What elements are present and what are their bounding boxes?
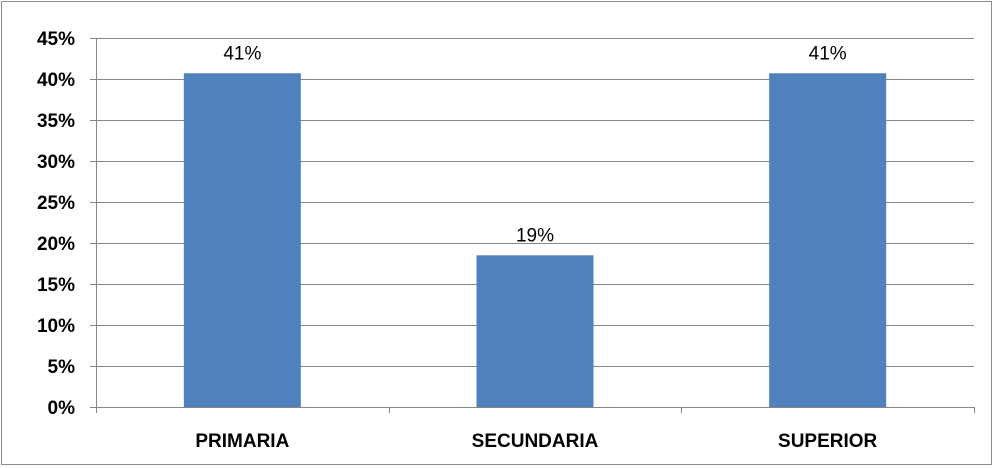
- data-labels: 41% 19% 41%: [223, 43, 846, 246]
- y-tick-label: 40%: [37, 70, 75, 91]
- axes: [90, 38, 975, 413]
- y-tick-label: 15%: [37, 275, 75, 296]
- y-tick-label: 5%: [48, 357, 76, 378]
- y-tick-label: 20%: [37, 234, 75, 255]
- data-label-secundaria: 19%: [516, 225, 554, 246]
- x-tick-label-superior: SUPERIOR: [778, 431, 878, 452]
- y-tick-label: 30%: [37, 152, 75, 173]
- y-tick-label: 25%: [37, 193, 75, 214]
- y-tick-labels: 0% 5% 10% 15% 20% 25% 30% 35% 40% 45%: [37, 29, 75, 419]
- x-tick-label-primaria: PRIMARIA: [195, 431, 289, 452]
- bar-secundaria: [476, 255, 594, 407]
- bar-superior: [769, 73, 887, 407]
- y-tick-label: 0%: [48, 398, 76, 419]
- bar-primaria: [183, 73, 301, 407]
- data-label-superior: 41%: [809, 43, 847, 64]
- y-tick-label: 45%: [37, 29, 75, 50]
- y-tick-label: 10%: [37, 316, 75, 337]
- data-label-primaria: 41%: [223, 43, 261, 64]
- x-tick-label-secundaria: SECUNDARIA: [472, 431, 599, 452]
- y-tick-label: 35%: [37, 111, 75, 132]
- bars: [183, 73, 887, 407]
- x-tick-labels: PRIMARIA SECUNDARIA SUPERIOR: [195, 431, 877, 452]
